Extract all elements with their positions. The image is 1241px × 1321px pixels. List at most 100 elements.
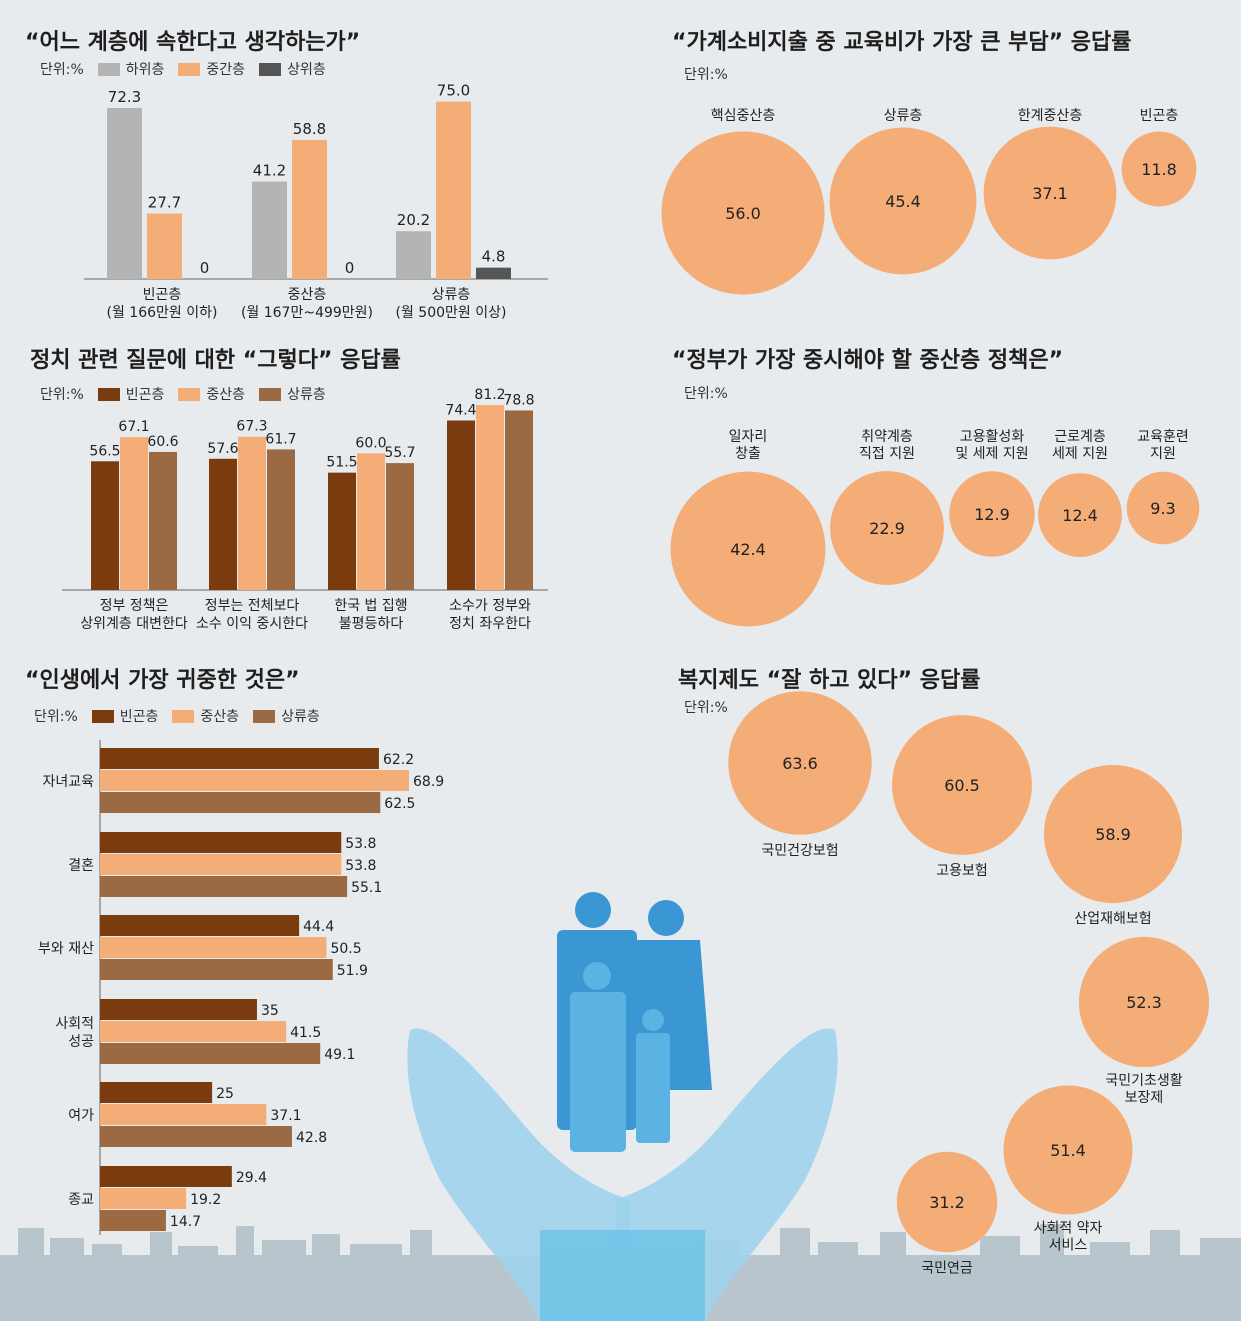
chart1-legend: 단위:% 하위층 중간층 상위층 [40, 59, 326, 79]
bubble [1043, 764, 1183, 904]
chart5-legend: 단위:% 빈곤층 중산층 상류층 [34, 706, 320, 726]
data-label: 0 [345, 259, 355, 277]
hands-illustration [407, 1028, 838, 1321]
bar [100, 854, 342, 875]
bubble-value: 60.5 [944, 776, 980, 795]
bubble-label: 교육훈련 [1137, 429, 1189, 445]
bubble [1078, 936, 1210, 1068]
bubble-label: 한계중산층 [1018, 108, 1083, 124]
legend-swatch-poor [91, 709, 114, 723]
tick-label: 불평등하다 [339, 616, 404, 632]
bubble-label: 세제 지원 [1052, 446, 1108, 462]
legend-label: 중산층 [206, 387, 246, 403]
data-label: 4.8 [482, 248, 506, 266]
data-label: 51.9 [337, 963, 368, 979]
bar [386, 463, 414, 590]
legend-swatch-upper [253, 709, 276, 723]
data-label: 55.7 [384, 445, 415, 461]
tick-label: 성공 [68, 1034, 94, 1050]
data-label: 67.3 [236, 419, 267, 435]
bubble-label: 국민건강보험 [761, 843, 838, 859]
bubble-label: 일자리 [729, 429, 768, 445]
data-label: 55.1 [351, 880, 382, 896]
bubble [829, 127, 977, 275]
bubble [661, 131, 825, 295]
bubble-value: 31.2 [929, 1193, 965, 1212]
bar [107, 108, 142, 279]
bubble [728, 691, 872, 835]
data-label: 58.8 [293, 120, 326, 138]
bubble-value: 42.4 [730, 540, 766, 559]
data-label: 19.2 [190, 1192, 221, 1208]
data-label: 75.0 [437, 82, 470, 100]
bubble-value: 37.1 [1032, 184, 1068, 203]
legend-label: 하위층 [125, 62, 165, 78]
data-label: 74.4 [445, 402, 476, 418]
bar [100, 1188, 187, 1209]
tick-label: 종교 [68, 1192, 94, 1208]
bubble-label: 산업재해보험 [1074, 911, 1151, 927]
data-label: 53.8 [345, 858, 376, 874]
legend-swatch-middle [172, 709, 195, 723]
chart4-unit: 단위:% [684, 386, 728, 402]
legend-swatch-middle [178, 387, 201, 401]
tick-label: 정부 정책은 [100, 598, 169, 614]
tick-label: 상류층 [432, 287, 471, 303]
bar [100, 999, 257, 1020]
legend-label: 빈곤층 [119, 709, 159, 725]
data-label: 78.8 [503, 392, 534, 408]
bar [100, 748, 379, 769]
data-label: 14.7 [170, 1214, 201, 1230]
bubble-label: 서비스 [1049, 1238, 1088, 1254]
tick-label: 정부는 전체보다 [205, 598, 300, 614]
legend-swatch-high [259, 62, 282, 76]
tick-label: 부와 재산 [38, 941, 94, 957]
data-label: 51.5 [326, 455, 357, 471]
data-label: 29.4 [236, 1170, 267, 1186]
chart4-title: “정부가 가장 중시해야 할 중산층 정책은” [672, 348, 1064, 373]
bubble-value: 63.6 [782, 754, 818, 773]
chart3-title: 정치 관련 질문에 대한 “그렇다” 응답률 [30, 348, 401, 373]
bubble [1003, 1085, 1133, 1215]
bar [209, 458, 237, 590]
chart6-unit: 단위:% [684, 700, 728, 716]
legend-label: 중산층 [200, 709, 240, 725]
bubble-value: 56.0 [725, 204, 761, 223]
bar [100, 1021, 287, 1042]
legend-swatch-mid [178, 62, 201, 76]
tick-label: 정치 좌우한다 [449, 616, 531, 632]
tick-label: 상위계층 대변한다 [80, 616, 188, 632]
data-label: 60.6 [147, 434, 178, 450]
data-label: 60.0 [355, 435, 386, 451]
data-label: 44.4 [303, 919, 334, 935]
bar [100, 770, 409, 791]
bubble-label: 보장제 [1125, 1090, 1164, 1106]
bubble [896, 1151, 998, 1253]
family-illustration [557, 892, 712, 1152]
data-label: 42.8 [296, 1130, 327, 1146]
data-label: 35 [261, 1003, 279, 1019]
data-label: 49.1 [324, 1047, 355, 1063]
legend-label: 빈곤층 [125, 387, 165, 403]
bar [436, 101, 471, 279]
legend-label: 상류층 [281, 709, 320, 725]
tick-sublabel: (월 167만~499만원) [241, 305, 373, 321]
bar [357, 453, 385, 590]
bar [100, 1166, 232, 1187]
bar [100, 792, 381, 813]
bar [292, 139, 327, 279]
tick-label: 빈곤층 [143, 287, 182, 303]
tick-label: 사회적 [55, 1016, 94, 1032]
bar [100, 1126, 292, 1147]
data-label: 56.5 [89, 443, 120, 459]
bar [100, 937, 327, 958]
bubble-value: 58.9 [1095, 825, 1131, 844]
chart3-legend: 단위:% 빈곤층 중산층 상류층 [40, 384, 326, 404]
bubble [949, 471, 1035, 557]
bar [147, 213, 182, 279]
bubble-label: 근로계층 [1054, 429, 1106, 445]
bubble-label: 국민연금 [921, 1260, 973, 1276]
